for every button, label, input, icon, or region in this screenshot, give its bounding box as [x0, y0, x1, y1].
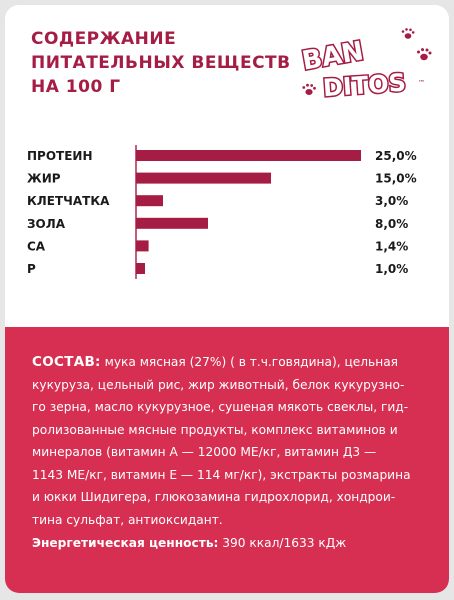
- title-line: СОДЕРЖАНИЕ: [31, 29, 177, 49]
- nutrient-bar-chart: ПРОТЕИН 25,0% ЖИР 15,0% КЛЕТЧАТКА 3,0% ЗОЛА 8,0…: [27, 145, 417, 279]
- composition-line: минералов (витамин А — 12000 МЕ/кг, вита…: [32, 445, 377, 459]
- page-title: СОДЕРЖАНИЕ ПИТАТЕЛЬНЫХ ВЕЩЕСТВ НА 100 Г: [31, 27, 291, 99]
- value-label: 8,0%: [375, 217, 408, 231]
- value-label: 25,0%: [375, 149, 417, 163]
- value-label: 1,0%: [375, 262, 408, 276]
- energy-value: Энергетическая ценность: 390 ккал/1633 к…: [32, 533, 430, 553]
- bar: [136, 172, 271, 184]
- category-label: ЗОЛА: [27, 217, 66, 231]
- category-label: P: [27, 262, 36, 276]
- composition-label: СОСТАВ:: [32, 354, 101, 370]
- energy-amount: 390 ккал/1633 кДж: [218, 536, 347, 550]
- paw-print-icon: [401, 28, 415, 39]
- product-card: СОДЕРЖАНИЕ ПИТАТЕЛЬНЫХ ВЕЩЕСТВ НА 100 Г …: [5, 5, 449, 593]
- title-line: ПИТАТЕЛЬНЫХ ВЕЩЕСТВ: [31, 53, 291, 73]
- composition-line: мука мясная (27%) ( в т.ч.говядина), цел…: [100, 355, 399, 369]
- category-label: ПРОТЕИН: [27, 149, 93, 163]
- logo-text-bottom: DITOS: [322, 69, 407, 103]
- category-label: КЛЕТЧАТКА: [27, 194, 110, 208]
- value-label: 1,4%: [375, 239, 408, 253]
- logo-text-top: BAN: [300, 36, 366, 76]
- composition-line: кукуруза, цельный рис, жир животный, бел…: [32, 377, 405, 392]
- bar: [136, 263, 145, 274]
- bar: [136, 240, 149, 252]
- bar: [136, 217, 208, 229]
- composition-line: тина сульфат, антиоксидант.: [32, 512, 223, 527]
- logo-tm: ™: [418, 79, 425, 87]
- paw-print-icon: [302, 83, 316, 95]
- composition-line: ролизованные мясные продукты, комплекс в…: [32, 422, 398, 437]
- bar: [136, 150, 361, 161]
- composition-line: го зерна, масло кукурузное, сушеная мяко…: [32, 400, 409, 414]
- category-label: ЖИР: [27, 172, 61, 186]
- energy-label: Энергетическая ценность:: [32, 536, 219, 550]
- value-label: 3,0%: [375, 194, 408, 208]
- composition-text: СОСТАВ: мука мясная (27%) ( в т.ч.говяди…: [32, 351, 430, 531]
- composition-panel: СОСТАВ: мука мясная (27%) ( в т.ч.говяди…: [5, 327, 449, 593]
- bar: [136, 195, 163, 207]
- category-label: CA: [27, 239, 46, 253]
- bandits-logo: BAN DITOS ™: [298, 28, 432, 104]
- title-line: НА 100 Г: [31, 77, 121, 97]
- composition-line: 1143 МЕ/кг, витамин Е — 114 мг/кг), экст…: [32, 467, 411, 482]
- composition-line: и юкки Шидигера, глюкозамина гидрохлорид…: [32, 490, 396, 504]
- paw-print-icon: [417, 48, 432, 61]
- value-label: 15,0%: [375, 172, 417, 186]
